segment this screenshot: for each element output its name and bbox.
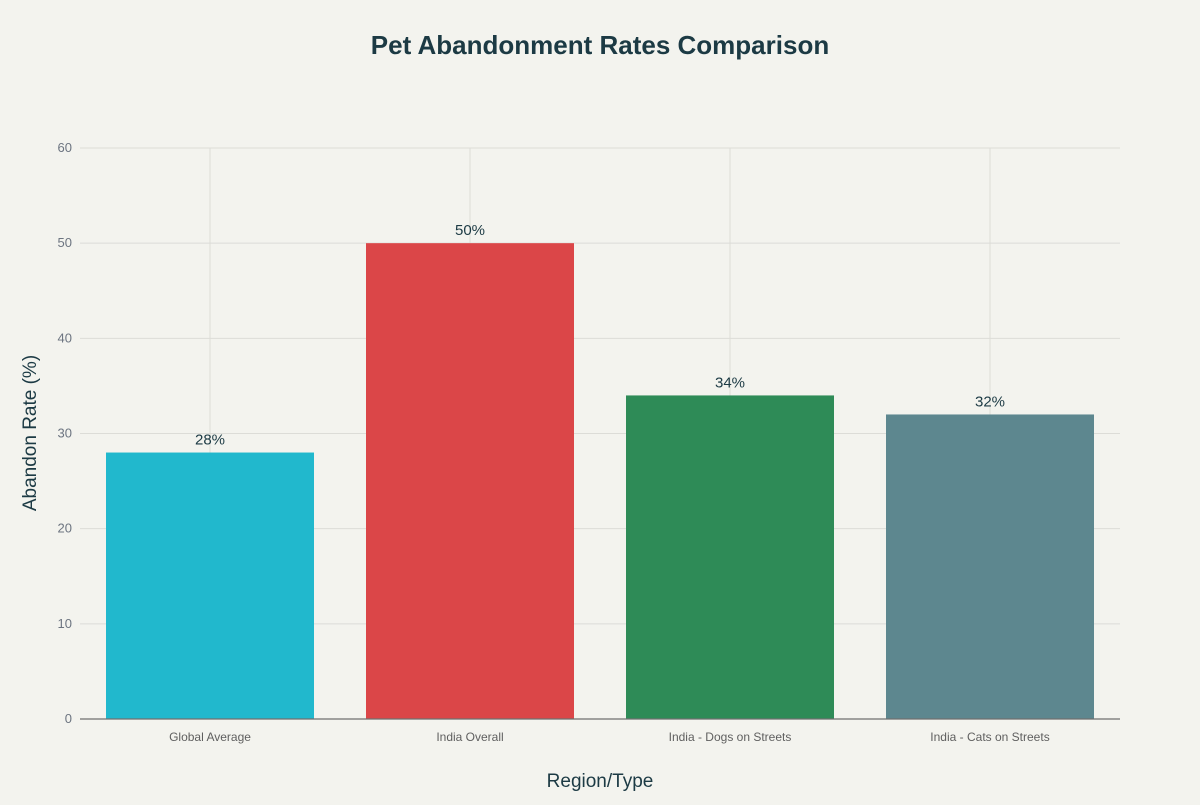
bar — [366, 243, 574, 719]
x-tick-label: Global Average — [169, 730, 251, 744]
chart-title: Pet Abandonment Rates Comparison — [370, 30, 830, 60]
y-axis-title: Abandon Rate (%) — [20, 355, 41, 511]
bar — [626, 395, 834, 719]
x-axis-title: Region/Type — [547, 771, 654, 792]
y-tick-label: 10 — [58, 616, 72, 631]
y-tick-label: 30 — [58, 426, 72, 441]
bar-value-label: 32% — [975, 393, 1005, 410]
x-tick-label: India - Cats on Streets — [930, 730, 1049, 744]
y-tick-label: 0 — [65, 711, 72, 726]
axis-layer: 0 10 20 30 40 50 60 Global Average India Overall… — [58, 140, 1120, 744]
bar — [886, 414, 1094, 719]
bar-value-label: 50% — [455, 222, 485, 239]
x-tick-label: India - Dogs on Streets — [669, 730, 792, 744]
bar-layer — [106, 243, 1094, 719]
y-tick-label: 40 — [58, 330, 72, 345]
y-tick-label: 20 — [58, 521, 72, 536]
x-tick-label: India Overall — [436, 730, 503, 744]
y-tick-label: 60 — [58, 140, 72, 155]
label-layer: 28% 50% 34% 32% — [195, 222, 1005, 448]
bar-value-label: 28% — [195, 432, 225, 449]
bar — [106, 452, 314, 719]
y-tick-label: 50 — [58, 235, 72, 250]
bar-value-label: 34% — [715, 374, 745, 391]
